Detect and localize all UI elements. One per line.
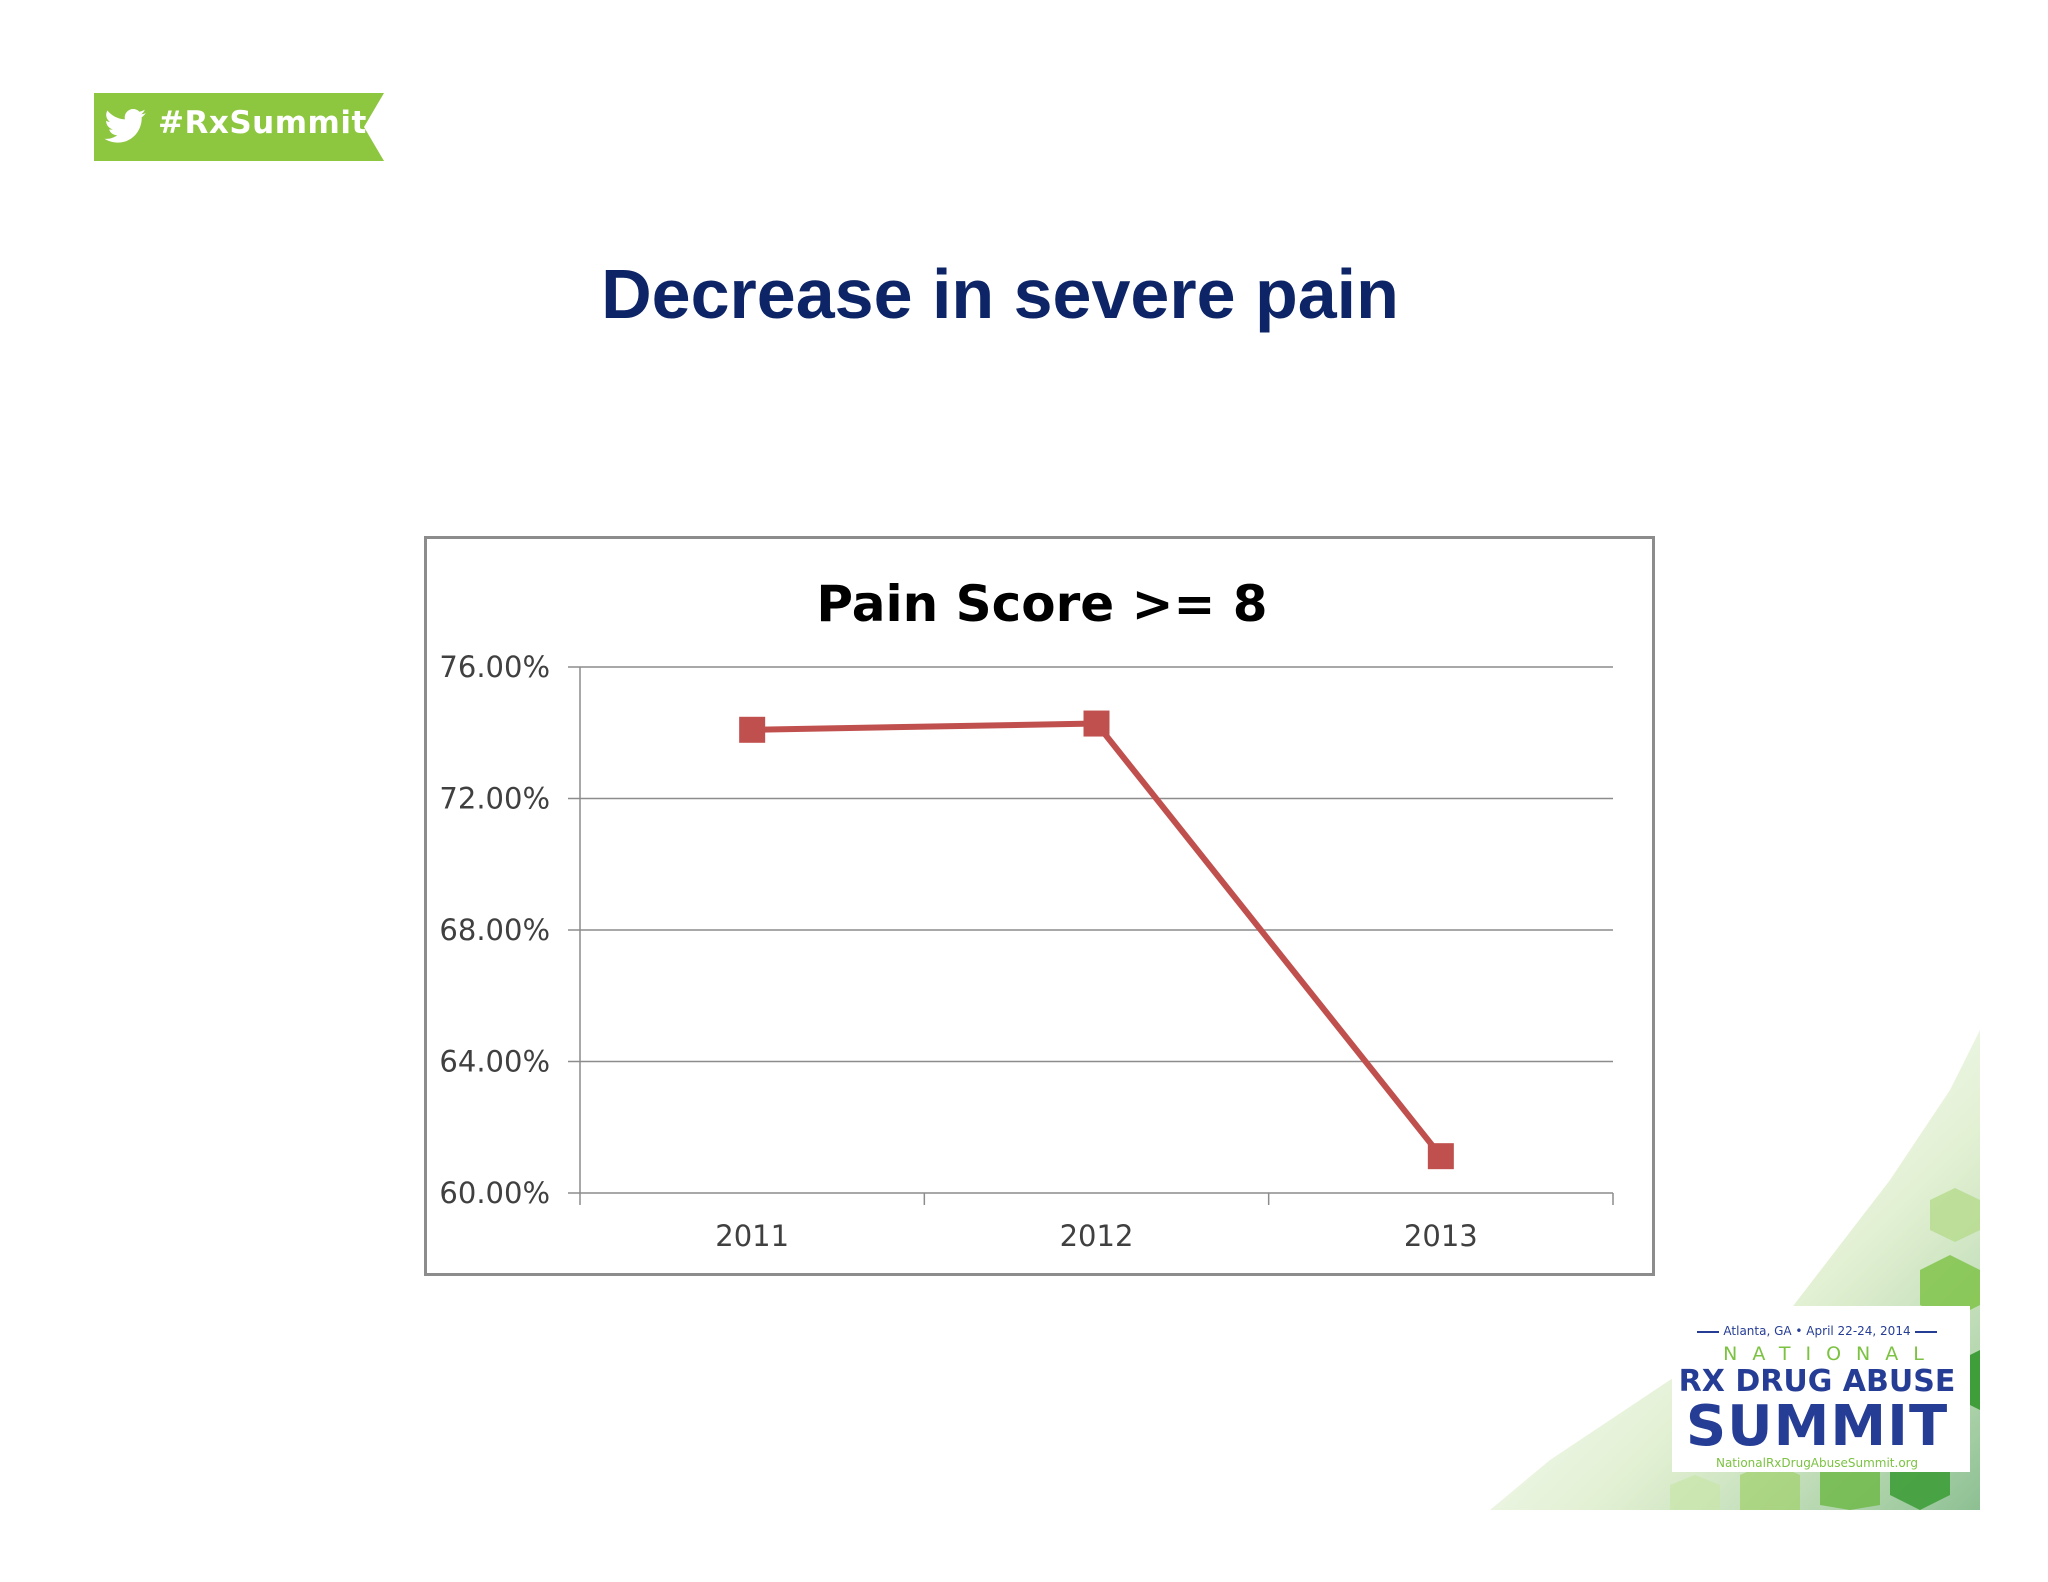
series-line — [752, 720, 1444, 1159]
slide-title: Decrease in severe pain — [601, 255, 1399, 333]
line-chart: Pain Score >= 8 60.00% 64.00% 68.00% 72.00%… — [439, 575, 1614, 1253]
y-tick-label: 60.00% — [439, 1176, 550, 1210]
hashtag-banner: #RxSummit — [94, 93, 384, 161]
y-tick-label: 68.00% — [439, 913, 550, 947]
data-point-marker — [1083, 710, 1110, 737]
chart-title: Pain Score >= 8 — [816, 575, 1267, 633]
y-tick-label: 64.00% — [439, 1045, 550, 1079]
logo-rx-drug-abuse: RX DRUG ABUSE — [1678, 1364, 1956, 1399]
x-tick-label: 2012 — [1060, 1219, 1134, 1253]
logo-summit: SUMMIT — [1685, 1394, 1949, 1459]
chart-frame: Pain Score >= 8 60.00% 64.00% 68.00% 72.00%… — [424, 536, 1655, 1276]
logo-url: NationalRxDrugAbuseSummit.org — [1715, 1456, 1919, 1470]
y-tick-label: 72.00% — [439, 782, 550, 816]
x-tick-label: 2013 — [1404, 1219, 1478, 1253]
logo-date-line: Atlanta, GA • April 22-24, 2014 — [1672, 1324, 1962, 1338]
summit-logo: Atlanta, GA • April 22-24, 2014 NATIONAL… — [1672, 1306, 1970, 1472]
twitter-bird-icon — [104, 109, 146, 143]
hashtag-label: #RxSummit — [158, 105, 367, 141]
data-point-marker — [1427, 1143, 1454, 1170]
y-tick-label: 76.00% — [439, 650, 550, 684]
data-point-marker — [739, 716, 766, 743]
logo-national: NATIONAL — [1723, 1343, 1939, 1365]
x-tick-label: 2011 — [715, 1219, 789, 1253]
